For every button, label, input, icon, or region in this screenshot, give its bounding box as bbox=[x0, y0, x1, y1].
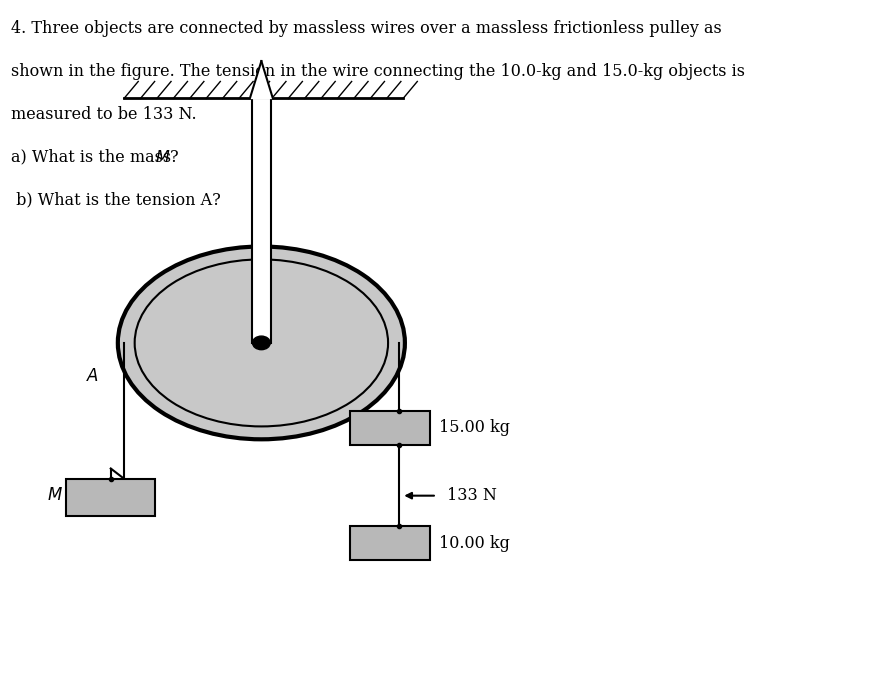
Polygon shape bbox=[250, 61, 273, 98]
FancyBboxPatch shape bbox=[350, 411, 430, 445]
Ellipse shape bbox=[135, 259, 388, 426]
Text: 10.00 kg: 10.00 kg bbox=[439, 534, 509, 552]
Text: $M$: $M$ bbox=[155, 149, 170, 165]
Text: 4. Three objects are connected by massless wires over a massless frictionless pu: 4. Three objects are connected by massle… bbox=[11, 20, 721, 37]
Text: a) What is the mass: a) What is the mass bbox=[11, 149, 176, 166]
Text: 133 N: 133 N bbox=[447, 487, 497, 504]
FancyBboxPatch shape bbox=[252, 98, 271, 343]
Circle shape bbox=[253, 336, 270, 350]
Text: ?: ? bbox=[170, 149, 179, 166]
Text: $A$: $A$ bbox=[87, 368, 99, 386]
Text: $M$: $M$ bbox=[47, 487, 63, 504]
Text: 15.00 kg: 15.00 kg bbox=[439, 419, 509, 437]
Text: measured to be 133 N.: measured to be 133 N. bbox=[11, 106, 197, 123]
Text: b) What is the tension A?: b) What is the tension A? bbox=[11, 191, 221, 208]
FancyBboxPatch shape bbox=[350, 526, 430, 560]
FancyBboxPatch shape bbox=[66, 479, 155, 516]
Ellipse shape bbox=[118, 246, 405, 439]
Text: shown in the figure. The tension in the wire connecting the 10.0-kg and 15.0-kg : shown in the figure. The tension in the … bbox=[11, 63, 744, 80]
